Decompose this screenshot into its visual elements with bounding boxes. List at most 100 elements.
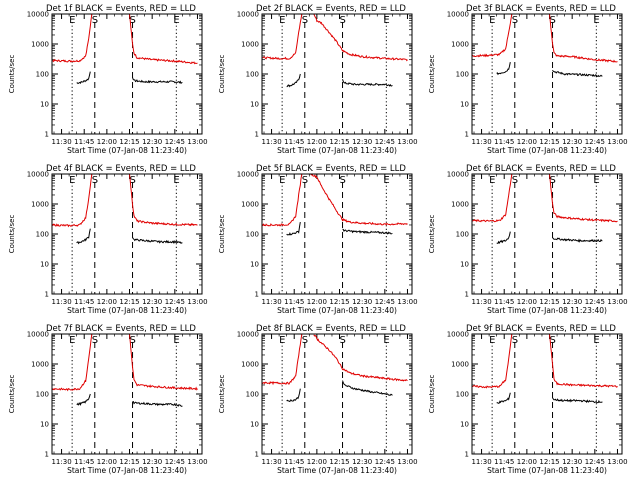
plot-frame (471, 173, 623, 295)
series-events-line (132, 77, 183, 85)
x-tick-label: 11:45 (74, 458, 94, 466)
y-tick-label: 10000 (447, 171, 469, 179)
chart-panel-9: Det 9f BLACK = Events, RED = LLD Counts/s… (428, 324, 628, 475)
y-tick-label: 1000 (31, 201, 49, 209)
marker-label-s: S (130, 15, 136, 26)
series-lld-line (52, 14, 93, 63)
y-tick-label: 1 (45, 451, 49, 459)
x-axis-label: Start Time (07-Jan-08 11:23:40) (277, 146, 397, 155)
chart-panel-5: Det 5f BLACK = Events, RED = LLD Counts/s… (218, 164, 418, 315)
y-tick-label: 1 (465, 451, 469, 459)
x-axis-label: Start Time (07-Jan-08 11:23:40) (67, 466, 187, 475)
plot-frame (471, 13, 623, 135)
marker-label-s: S (302, 15, 308, 26)
y-tick-label: 10 (250, 261, 259, 269)
marker-label-s: S (92, 335, 98, 346)
marker-label-s: S (302, 335, 308, 346)
x-axis-label: Start Time (07-Jan-08 11:23:40) (277, 306, 397, 315)
series-lld-line (129, 14, 198, 65)
y-tick-label: 10000 (27, 11, 49, 19)
y-tick-label: 1 (465, 291, 469, 299)
x-tick-label: 13:00 (607, 298, 627, 306)
series-events-line (552, 69, 603, 78)
series-events-line (286, 222, 301, 236)
series-events-line (76, 393, 91, 407)
marker-label-s: S (340, 15, 346, 26)
panel-title: Det 8f BLACK = Events, RED = LLD (256, 324, 406, 334)
x-tick-label: 12:00 (517, 458, 537, 466)
x-tick-label: 12:15 (329, 138, 349, 146)
y-axis-label: Counts/sec (428, 55, 436, 94)
x-tick-label: 12:30 (562, 298, 582, 306)
panel-title: Det 4f BLACK = Events, RED = LLD (46, 164, 196, 174)
series-events-line (342, 228, 393, 235)
y-axis-label: Counts/sec (218, 55, 226, 94)
series-lld-line (472, 334, 513, 389)
series-lld-line (52, 334, 93, 392)
y-tick-label: 10000 (27, 171, 49, 179)
y-tick-label: 1000 (31, 361, 49, 369)
series-lld-line (262, 174, 303, 227)
x-tick-label: 11:45 (284, 138, 304, 146)
y-tick-label: 1 (45, 131, 49, 139)
marker-label-s: S (130, 335, 136, 346)
x-tick-label: 11:30 (261, 458, 281, 466)
x-tick-label: 12:30 (562, 138, 582, 146)
x-tick-label: 12:00 (97, 138, 117, 146)
series-events-line (342, 79, 393, 87)
marker-label-s: S (92, 15, 98, 26)
y-tick-label: 10 (460, 101, 469, 109)
marker-label-e: E (173, 335, 179, 346)
series-events-line (496, 392, 511, 404)
y-tick-label: 10000 (237, 171, 259, 179)
x-tick-label: 13:00 (607, 458, 627, 466)
x-tick-label: 13:00 (397, 138, 417, 146)
x-tick-label: 12:15 (119, 458, 139, 466)
panel-title: Det 7f BLACK = Events, RED = LLD (46, 324, 196, 334)
x-tick-label: 11:45 (284, 458, 304, 466)
x-tick-label: 12:15 (539, 298, 559, 306)
plot-frame (261, 13, 413, 135)
marker-label-s: S (550, 175, 556, 186)
y-axis-label: Counts/sec (8, 215, 16, 254)
x-tick-label: 12:45 (165, 458, 185, 466)
x-tick-label: 11:30 (261, 298, 281, 306)
y-axis-label: Counts/sec (8, 375, 16, 414)
plot-frame (51, 13, 203, 135)
y-tick-label: 10000 (447, 11, 469, 19)
series-lld-line (313, 334, 408, 382)
x-tick-label: 12:15 (329, 458, 349, 466)
marker-label-e: E (593, 175, 599, 186)
y-tick-label: 1000 (241, 361, 259, 369)
x-tick-label: 11:30 (51, 138, 71, 146)
series-lld-line (313, 14, 408, 62)
y-tick-label: 1 (255, 291, 259, 299)
marker-label-e: E (489, 15, 495, 26)
x-tick-label: 13:00 (397, 298, 417, 306)
y-tick-label: 10 (40, 101, 49, 109)
y-tick-label: 10 (40, 421, 49, 429)
marker-label-e: E (279, 175, 285, 186)
y-tick-label: 10 (250, 101, 259, 109)
marker-label-e: E (69, 15, 75, 26)
marker-label-e: E (173, 15, 179, 26)
x-axis-label: Start Time (07-Jan-08 11:23:40) (487, 146, 607, 155)
series-events-line (286, 73, 301, 88)
x-tick-label: 12:30 (352, 458, 372, 466)
x-tick-label: 12:30 (142, 458, 162, 466)
marker-label-e: E (69, 335, 75, 346)
y-axis-label: Counts/sec (428, 375, 436, 414)
x-axis-label: Start Time (07-Jan-08 11:23:40) (487, 466, 607, 475)
marker-label-s: S (92, 175, 98, 186)
chart-panel-6: Det 6f BLACK = Events, RED = LLD Counts/s… (428, 164, 628, 315)
y-tick-label: 1 (255, 131, 259, 139)
x-tick-label: 12:45 (165, 138, 185, 146)
series-events-line (76, 71, 91, 85)
marker-label-e: E (383, 335, 389, 346)
y-tick-label: 100 (36, 391, 49, 399)
marker-label-e: E (69, 175, 75, 186)
x-tick-label: 11:30 (471, 298, 491, 306)
series-events-line (552, 397, 603, 404)
x-tick-label: 12:45 (375, 458, 395, 466)
y-tick-label: 1 (45, 291, 49, 299)
